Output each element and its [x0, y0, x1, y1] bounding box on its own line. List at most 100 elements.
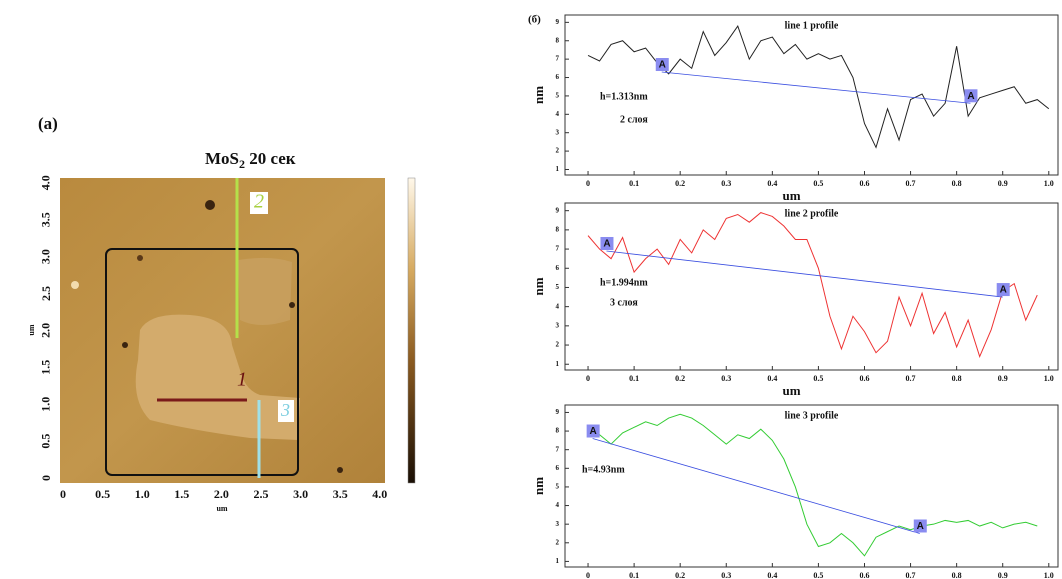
y-tick-label: 1.0	[39, 397, 53, 412]
y-tick-label: 4.0	[39, 175, 53, 190]
y-tick-label: 1	[556, 360, 560, 368]
marker-label: A	[967, 91, 974, 102]
x-tick-label: 0.2	[675, 374, 685, 383]
title-text: 20 сек	[245, 149, 296, 168]
y-tick-label: 9	[556, 18, 560, 26]
marker-label: A	[1000, 285, 1007, 296]
y-tick-label: 2	[556, 538, 560, 546]
y-tick-label: 3.5	[39, 212, 53, 227]
y-tick-label: 7	[556, 445, 560, 453]
y-tick-label: 2	[556, 147, 560, 155]
line-label: 2	[254, 191, 264, 213]
x-tick-label: 0.3	[721, 179, 731, 188]
marker-line	[662, 72, 971, 103]
x-tick-label: 3.0	[293, 487, 308, 501]
y-tick-label: 2.5	[39, 286, 53, 301]
y-tick-label: 3	[556, 321, 560, 329]
x-tick-label: 1.0	[1044, 571, 1054, 579]
plot-frame	[565, 405, 1058, 567]
x-tick-label: 0.4	[767, 179, 777, 188]
y-tick-label: 2.0	[39, 323, 53, 338]
y-tick-label: 6	[556, 73, 560, 81]
x-tick-label: 0	[586, 179, 590, 188]
x-tick-label: 0.2	[675, 571, 685, 579]
y-tick-label: 1	[556, 557, 560, 565]
x-tick-label: 0.2	[675, 179, 685, 188]
marker-label: A	[917, 521, 924, 532]
x-tick-label: 0.5	[813, 179, 823, 188]
x-axis-label: um	[216, 504, 227, 513]
y-tick-label: 9	[556, 206, 560, 214]
panel-label: (a)	[38, 114, 58, 133]
marker-line	[593, 439, 920, 534]
x-tick-label: 1.0	[1044, 374, 1054, 383]
profile-line	[588, 213, 1037, 357]
y-tick-label: 3	[556, 520, 560, 528]
x-tick-label: 0.4	[767, 571, 777, 579]
marker-label: A	[603, 239, 610, 250]
x-tick-label: 0.1	[629, 374, 639, 383]
x-tick-label: 0.5	[813, 374, 823, 383]
x-tick-label: 1.0	[1044, 179, 1054, 188]
y-tick-label: 5	[556, 483, 560, 491]
x-tick-label: 0	[60, 487, 66, 501]
annotation: h=1.313nm	[600, 91, 648, 102]
y-tick-label: 2	[556, 341, 560, 349]
y-tick-label: 5	[556, 283, 560, 291]
x-axis-label: um	[782, 383, 800, 398]
y-tick-label: 4	[556, 110, 560, 118]
y-tick-label: 6	[556, 464, 560, 472]
y-tick-label: 0	[39, 475, 53, 481]
annotation: h=4.93nm	[582, 464, 625, 475]
y-tick-label: 7	[556, 55, 560, 63]
y-tick-label: 0.5	[39, 434, 53, 449]
afm-image	[60, 178, 415, 483]
x-tick-label: 0.5	[813, 571, 823, 579]
x-tick-label: 0.9	[998, 374, 1008, 383]
x-tick-label: 0	[586, 374, 590, 383]
y-tick-label: 8	[556, 36, 560, 44]
y-tick-label: 4	[556, 302, 560, 310]
annotation: 2 слоя	[620, 114, 648, 125]
figure: (a) (б) MoS 2 20 сек 1 2 3 um um 0 0.5 1.0 1…	[0, 0, 1062, 579]
x-tick-label: 0.1	[629, 179, 639, 188]
y-tick-label: 6	[556, 264, 560, 272]
y-tick-label: 1.5	[39, 360, 53, 375]
marker-label: A	[590, 426, 597, 437]
profile-line	[588, 414, 1037, 556]
x-tick-label: 0.7	[906, 179, 916, 188]
y-tick-label: 8	[556, 427, 560, 435]
y-axis-label: nm	[531, 477, 546, 495]
y-tick-label: 5	[556, 92, 560, 100]
x-tick-label: 0.3	[721, 374, 731, 383]
marker-label: A	[659, 60, 666, 71]
y-tick-label: 8	[556, 225, 560, 233]
y-tick-label: 7	[556, 245, 560, 253]
y-tick-label: 9	[556, 408, 560, 416]
title-text: MoS	[205, 149, 239, 168]
y-tick-label: 3	[556, 128, 560, 136]
x-tick-label: 0.5	[95, 487, 110, 501]
chart-title: line 1 profile	[785, 20, 839, 31]
x-tick-label: 0.3	[721, 571, 731, 579]
chart-title: line 2 profile	[785, 208, 839, 219]
x-tick-label: 0.8	[952, 179, 962, 188]
y-axis-label: um	[27, 324, 36, 335]
x-tick-label: 0.6	[859, 374, 869, 383]
x-tick-label: 4.0	[372, 487, 387, 501]
y-axis-label: nm	[531, 277, 546, 295]
x-tick-label: 1.5	[174, 487, 189, 501]
panel-label: (б)	[528, 14, 541, 26]
x-tick-label: 0	[586, 571, 590, 579]
line-label: 1	[237, 369, 247, 391]
chart-title: line 3 profile	[785, 410, 839, 421]
x-tick-label: 1.0	[135, 487, 150, 501]
x-tick-label: 0.6	[859, 571, 869, 579]
profile-line	[588, 26, 1049, 147]
x-tick-label: 2.0	[214, 487, 229, 501]
x-tick-label: 0.7	[906, 374, 916, 383]
line-label: 3	[280, 400, 290, 420]
x-tick-label: 0.4	[767, 374, 777, 383]
y-tick-label: 3.0	[39, 249, 53, 264]
x-tick-label: 0.8	[952, 374, 962, 383]
